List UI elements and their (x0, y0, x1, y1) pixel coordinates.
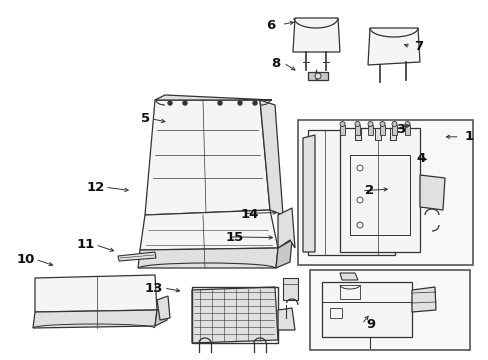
Circle shape (252, 101, 257, 105)
Polygon shape (33, 310, 157, 328)
Circle shape (404, 122, 409, 126)
Text: 2: 2 (364, 184, 373, 197)
Text: 14: 14 (240, 208, 258, 221)
Circle shape (168, 101, 172, 105)
Text: 9: 9 (366, 318, 374, 330)
Circle shape (379, 122, 384, 126)
Polygon shape (278, 208, 294, 248)
Polygon shape (411, 287, 435, 312)
Text: 15: 15 (225, 231, 244, 244)
Polygon shape (419, 175, 444, 210)
Circle shape (354, 122, 359, 126)
Polygon shape (118, 252, 156, 261)
Text: 7: 7 (413, 40, 422, 53)
Text: 13: 13 (144, 282, 163, 294)
Polygon shape (307, 130, 394, 255)
Bar (339, 285, 359, 299)
Bar (354, 128, 360, 140)
Text: 4: 4 (416, 152, 425, 165)
Circle shape (391, 122, 396, 126)
Polygon shape (339, 128, 419, 252)
Polygon shape (155, 95, 271, 100)
Bar (329, 308, 341, 318)
Bar (391, 125, 396, 135)
Text: 3: 3 (396, 123, 405, 136)
Bar (309, 270, 469, 350)
Circle shape (367, 122, 372, 126)
Bar (297, 120, 472, 265)
Polygon shape (140, 210, 278, 250)
Polygon shape (367, 28, 419, 65)
Polygon shape (278, 308, 294, 330)
Bar (404, 125, 409, 135)
Polygon shape (155, 304, 168, 326)
Bar (354, 125, 359, 135)
Bar (339, 125, 345, 135)
Text: 5: 5 (141, 112, 150, 125)
Polygon shape (260, 100, 283, 215)
Bar (283, 278, 297, 300)
Polygon shape (138, 248, 278, 268)
Bar (367, 125, 372, 135)
Bar (192, 287, 278, 343)
Polygon shape (275, 240, 291, 268)
Text: 11: 11 (76, 238, 95, 251)
Polygon shape (145, 100, 269, 215)
Bar (321, 282, 411, 337)
Polygon shape (339, 273, 357, 280)
Circle shape (339, 122, 345, 126)
Polygon shape (35, 275, 157, 312)
Text: 10: 10 (16, 253, 35, 266)
Text: 12: 12 (86, 181, 104, 194)
Bar (389, 128, 395, 140)
Circle shape (183, 101, 186, 105)
Polygon shape (292, 18, 339, 52)
Circle shape (238, 101, 242, 105)
Text: 6: 6 (265, 19, 274, 32)
Polygon shape (303, 135, 314, 252)
Text: 8: 8 (271, 57, 280, 69)
Bar (307, 72, 327, 80)
Bar (349, 155, 409, 235)
Bar (379, 125, 384, 135)
Text: 1: 1 (464, 130, 473, 143)
Bar (374, 128, 380, 140)
Circle shape (314, 73, 320, 79)
Polygon shape (157, 296, 170, 320)
Circle shape (218, 101, 222, 105)
Polygon shape (192, 287, 278, 343)
